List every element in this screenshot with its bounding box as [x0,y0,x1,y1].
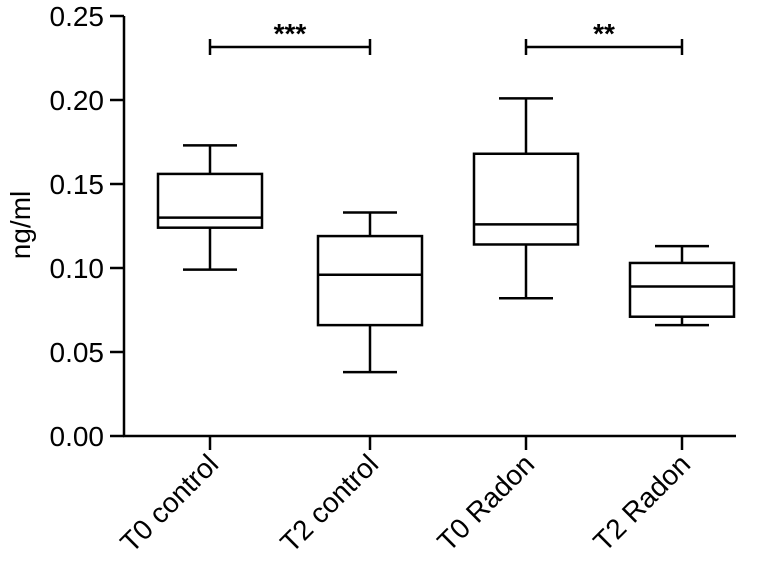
significance-brackets: *** ** [208,18,684,55]
y-tick-label: 0.00 [50,421,105,452]
x-tick-label: T0 Radon [431,448,540,557]
iqr-box [472,152,580,246]
box-group [316,211,424,374]
significance-label: ** [593,18,615,49]
box-group [156,144,264,271]
x-tick-label: T2 control [274,448,384,558]
box-group [628,244,736,327]
significance-label: *** [274,18,307,49]
y-tick-label: 0.05 [50,337,105,368]
box-group [472,97,580,300]
y-tick-label: 0.20 [50,85,105,116]
significance-bracket: *** [208,18,372,55]
y-tick-label: 0.10 [50,253,105,284]
x-tick-label: T2 Radon [587,448,696,557]
iqr-box [628,261,736,318]
x-tick-label: T0 control [114,448,224,558]
y-tick-label: 0.25 [50,1,105,32]
iqr-box [316,234,424,327]
y-axis-title: ng/ml [5,191,36,259]
iqr-box [156,172,264,229]
boxes [156,97,736,374]
significance-bracket: ** [524,18,684,55]
y-tick-label: 0.15 [50,169,105,200]
